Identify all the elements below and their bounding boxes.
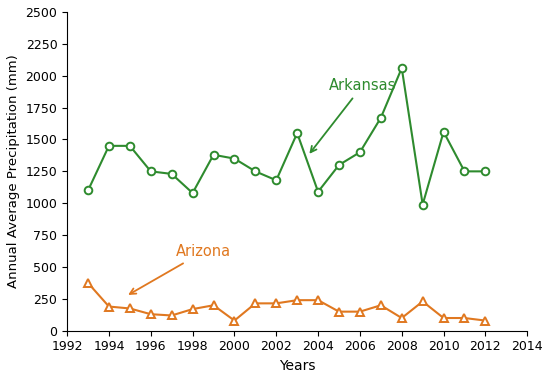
- Y-axis label: Annual Average Precipitation (mm): Annual Average Precipitation (mm): [7, 54, 20, 288]
- Text: Arkansas: Arkansas: [311, 78, 396, 152]
- Text: Arizona: Arizona: [130, 244, 231, 294]
- X-axis label: Years: Years: [279, 359, 315, 373]
